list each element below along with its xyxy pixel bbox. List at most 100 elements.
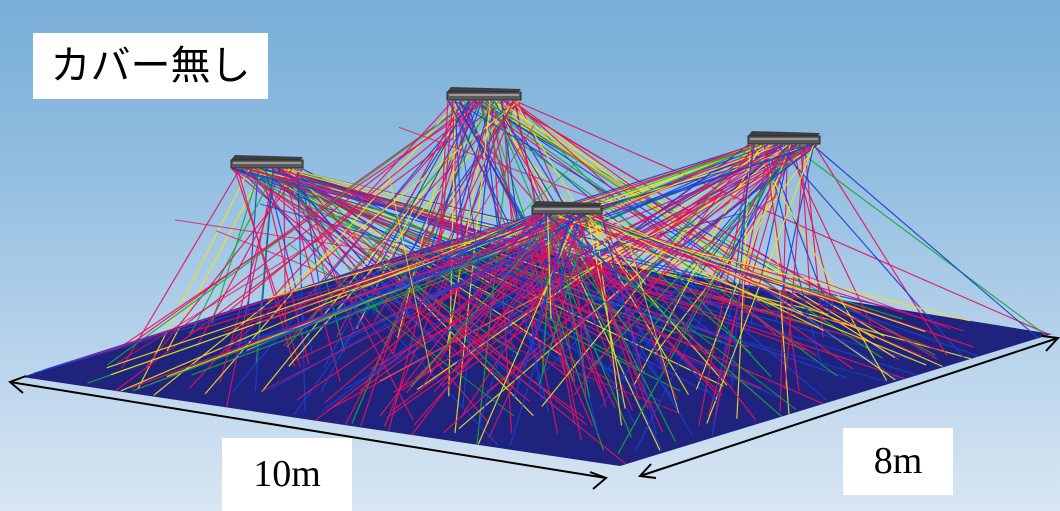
light-ray xyxy=(617,144,790,454)
light-ray xyxy=(514,144,812,302)
fixture-right xyxy=(747,131,821,145)
light-ray xyxy=(42,144,755,371)
light-ray xyxy=(488,214,591,439)
light-ray xyxy=(711,144,755,436)
reflected-ray xyxy=(221,212,742,349)
light-ray xyxy=(601,214,657,436)
light-ray xyxy=(436,100,493,321)
reflected-ray xyxy=(455,161,578,274)
light-ray xyxy=(784,144,805,390)
light-ray xyxy=(575,214,943,353)
light-ray xyxy=(549,214,576,382)
light-ray xyxy=(282,168,341,383)
light-ray xyxy=(145,168,303,368)
light-ray xyxy=(66,144,761,364)
fixture-center xyxy=(531,201,603,215)
light-ray xyxy=(415,214,580,379)
reflected-ray xyxy=(627,240,680,413)
reflected-ray xyxy=(287,242,515,417)
light-ray xyxy=(565,214,718,403)
light-ray xyxy=(455,214,542,372)
light-ray xyxy=(768,144,790,415)
light-ray xyxy=(477,214,578,445)
light-ray xyxy=(531,214,604,398)
light-ray xyxy=(451,214,570,315)
light-ray xyxy=(454,100,491,433)
reflected-ray xyxy=(215,230,681,414)
light-ray xyxy=(456,214,539,269)
reflected-ray xyxy=(644,195,777,289)
light-ray xyxy=(547,214,552,319)
light-ray xyxy=(812,144,1039,339)
light-ray xyxy=(763,144,800,392)
light-ray xyxy=(260,168,627,465)
light-ray xyxy=(663,144,786,366)
light-ray xyxy=(573,144,756,396)
light-fixtures xyxy=(230,87,821,215)
light-rays xyxy=(33,100,1050,465)
light-ray xyxy=(121,168,241,369)
light-ray xyxy=(515,100,1050,336)
depth-dimension-arrow xyxy=(637,335,1060,479)
reflected-ray xyxy=(116,229,336,364)
light-ray xyxy=(388,100,475,431)
light-ray xyxy=(695,144,792,390)
light-ray xyxy=(320,100,477,392)
light-ray xyxy=(229,100,484,312)
light-ray xyxy=(791,144,835,311)
light-ray xyxy=(392,100,475,355)
light-ray xyxy=(541,144,754,407)
light-ray xyxy=(135,100,471,341)
light-ray xyxy=(233,168,681,392)
light-ray xyxy=(548,214,718,395)
light-ray xyxy=(581,214,926,333)
light-ray xyxy=(322,100,470,369)
light-ray xyxy=(286,100,500,348)
light-ray xyxy=(587,214,647,285)
light-ray xyxy=(475,100,828,401)
light-ray xyxy=(314,214,584,422)
light-ray xyxy=(439,100,454,248)
light-ray xyxy=(260,214,551,323)
light-ray xyxy=(632,144,751,291)
light-ray xyxy=(410,214,559,387)
light-ray xyxy=(188,168,277,337)
light-ray xyxy=(586,214,626,409)
light-ray xyxy=(456,144,749,363)
light-ray xyxy=(386,214,534,294)
reflected-ray xyxy=(381,124,535,367)
light-ray xyxy=(455,214,582,344)
light-ray xyxy=(413,214,598,426)
title-label: カバー無し xyxy=(33,33,268,99)
light-ray xyxy=(226,168,276,408)
light-ray xyxy=(654,144,818,354)
light-ray xyxy=(460,214,593,418)
light-ray xyxy=(580,214,980,357)
light-ray xyxy=(600,214,678,400)
light-ray xyxy=(241,214,553,355)
fixture-left xyxy=(230,155,304,169)
light-ray xyxy=(499,100,633,411)
light-ray xyxy=(33,144,813,374)
reflected-ray xyxy=(398,126,952,330)
light-ray xyxy=(592,214,818,357)
light-ray xyxy=(448,100,456,397)
fixture-back xyxy=(446,87,522,101)
light-ray xyxy=(634,144,788,453)
light-ray xyxy=(478,214,543,428)
reflected-ray xyxy=(225,226,361,352)
light-ray xyxy=(280,168,459,370)
light-ray xyxy=(542,214,553,374)
light-ray xyxy=(234,214,568,358)
light-ray xyxy=(577,214,640,400)
light-ray xyxy=(401,144,766,391)
light-ray xyxy=(738,144,791,320)
light-ray xyxy=(119,100,484,349)
light-ray xyxy=(572,144,797,331)
light-ray xyxy=(189,100,454,389)
light-ray xyxy=(137,168,250,390)
light-ray xyxy=(539,144,798,292)
light-ray xyxy=(405,214,565,394)
